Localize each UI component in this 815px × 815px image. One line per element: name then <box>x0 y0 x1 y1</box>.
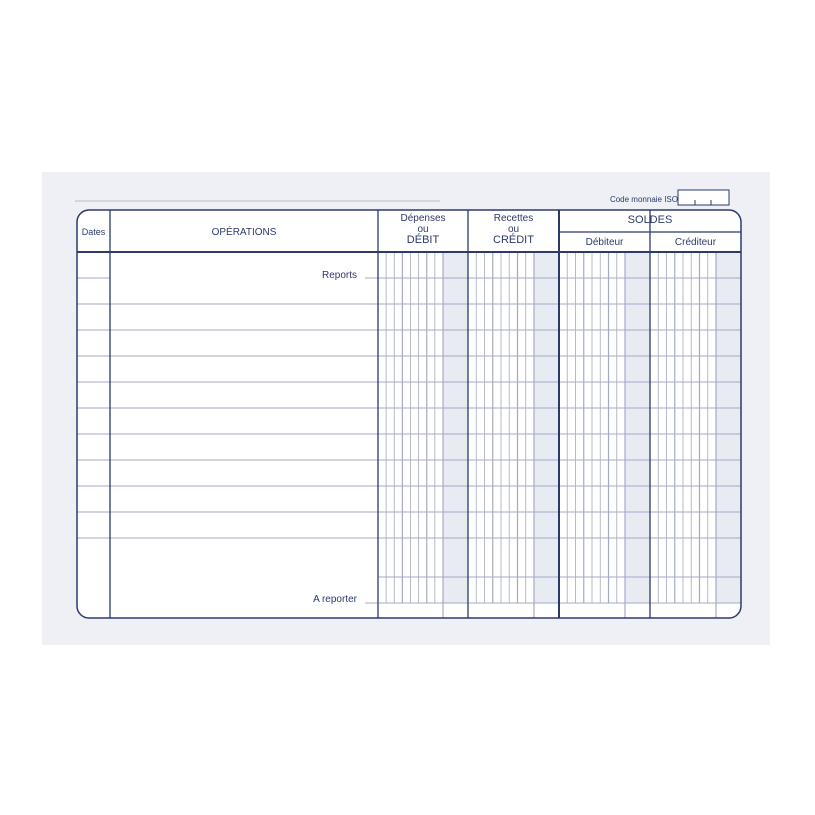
header-credit-line3: CRÉDIT <box>493 234 534 246</box>
a-reporter-label: A reporter <box>313 594 357 605</box>
header-credit: Recettes ou CRÉDIT <box>468 213 559 246</box>
header-crediteur: Créditeur <box>674 237 717 248</box>
currency-code-label: Code monnaie ISO <box>609 195 678 204</box>
table-border <box>76 209 742 619</box>
header-debit-line1: Dépenses <box>400 213 446 224</box>
table-background <box>77 210 741 618</box>
currency-code-box <box>677 189 730 206</box>
header-debit-line2: ou <box>417 224 429 235</box>
header-debit: Dépenses ou DÉBIT <box>378 213 468 246</box>
header-dates: Dates <box>81 227 106 237</box>
header-debit-line3: DÉBIT <box>406 234 440 246</box>
header-soldes: SOLDES <box>627 214 673 226</box>
cents-column-shade <box>716 252 741 603</box>
cents-column-shade <box>625 252 650 603</box>
cents-column-shade <box>534 252 559 603</box>
header-credit-line2: ou <box>507 224 520 235</box>
cents-column-shade <box>443 252 468 603</box>
reports-label: Reports <box>321 270 357 281</box>
header-credit-line1: Recettes <box>493 213 534 224</box>
header-debiteur: Débiteur <box>585 237 624 248</box>
header-operations: OPÉRATIONS <box>211 227 277 238</box>
